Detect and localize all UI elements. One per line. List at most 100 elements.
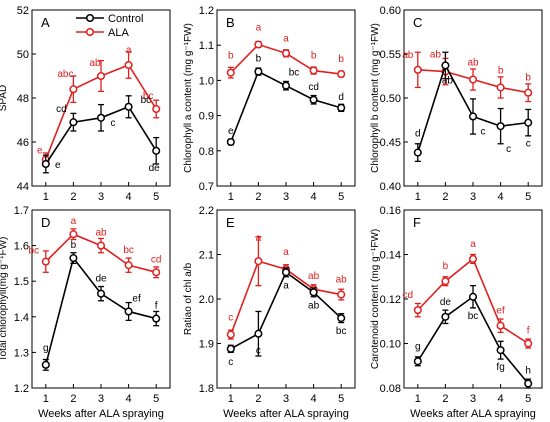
data-point [69,254,78,263]
panel-letter: B [226,15,235,30]
significance-label: ab [308,271,320,282]
y-tick-label: 2.1 [199,250,214,262]
significance-label: bc [336,326,347,337]
x-tick-label: 3 [98,191,104,203]
data-point [413,306,422,315]
significance-label: e [37,146,43,157]
data-point [441,61,450,70]
data-point [441,312,450,321]
significance-label: b [256,54,262,65]
panel-letter: F [413,215,421,230]
significance-label: bc [123,245,134,256]
series-ala: bc a ab bc cd [29,216,162,279]
significance-label: b [311,51,317,62]
significance-label: cd [308,82,319,93]
y-tick-label: 1.5 [14,276,29,288]
significance-label: c [111,118,116,129]
significance-label: a [283,280,289,291]
series-control: g b de ef f [41,240,161,371]
y-tick-label: 46 [17,137,29,149]
data-point [96,241,106,250]
series-control: g de bc fg h [413,284,533,389]
significance-label: ab [95,228,107,239]
data-point [41,360,50,369]
data-point [152,104,161,114]
data-point [309,95,318,104]
data-point [96,71,106,81]
significance-label: bc [143,91,154,102]
y-tick-label: 0.12 [380,294,401,306]
y-axis-label: Carotenoid content (mg g⁻¹FW) [370,229,381,369]
x-tick-label: 1 [228,191,234,203]
x-tick-label: 2 [255,393,261,405]
x-tick-label: 5 [153,393,159,405]
data-point [152,146,161,155]
significance-label: c [256,346,261,357]
legend-marker [85,13,95,23]
x-tick-label: 5 [338,393,344,405]
data-point [281,81,291,90]
x-tick-label: 3 [470,191,476,203]
x-tick-label: 2 [70,393,76,405]
y-tick-label: 0.40 [380,181,401,193]
significance-label: b [338,54,344,65]
data-point [152,268,161,277]
data-point [254,257,263,266]
data-point [524,379,533,388]
x-axis-label: Weeks after ALA spraying [223,408,349,420]
data-point [124,261,133,270]
x-tick-label: 4 [126,393,132,405]
data-point [468,254,478,264]
significance-label: bc [29,246,40,257]
data-point [96,289,106,298]
x-axis-label: Weeks after ALA spraying [410,408,536,420]
significance-label: a [126,45,132,56]
significance-label: ab [308,300,320,311]
x-tick-label: 2 [255,191,261,203]
x-tick-label: 3 [283,393,289,405]
data-point [337,103,346,112]
significance-label: ab [442,75,454,86]
significance-label: cd [151,254,162,265]
significance-label: c [526,139,531,150]
significance-label: g [415,341,421,352]
y-tick-label: 0.08 [380,383,401,395]
significance-label: d [338,92,344,103]
data-point [524,88,533,97]
y-tick-label: 1.2 [199,5,214,17]
significance-label: ef [496,306,505,317]
y-tick-label: 0.7 [199,181,214,193]
data-point [96,113,106,122]
significance-label: c [228,357,233,368]
y-tick-label: 0.50 [380,93,401,105]
significance-label: fg [496,362,504,373]
data-point [124,60,133,70]
y-tick-label: 1.0 [199,75,214,87]
x-tick-label: 5 [525,191,531,203]
y-tick-label: 1.3 [14,347,29,359]
significance-label: d [415,129,421,140]
significance-label: b [443,261,449,272]
significance-label: f [527,326,530,337]
significance-label: ab [89,58,101,69]
significance-label: bc [289,68,300,79]
x-tick-label: 4 [126,191,132,203]
panel-e: 1.8 1.9 2.0 2.1 2.2 1 2 3 4 5 Ratiao of chl a/b Wee… [183,205,356,420]
significance-label: abc [57,69,73,80]
significance-label: a [256,22,262,33]
significance-label: bc [468,311,479,322]
significance-label: b [71,240,77,251]
data-point [226,68,235,77]
data-point [226,330,235,339]
data-point [413,148,422,157]
y-axis-label: Chlorophyll a content (mg g⁻¹FW) [183,23,194,173]
y-tick-label: 0.9 [199,111,214,123]
data-point [441,277,450,286]
data-point [124,307,133,316]
y-tick-label: 0.55 [380,49,401,61]
significance-label: cd [56,104,67,115]
significance-label: ab [402,50,414,61]
y-tick-label: 0.60 [380,5,401,17]
panel-d: 1.2 1.3 1.4 1.5 1.6 1.7 1 2 3 4 5 Total chlorophyll… [0,205,171,420]
